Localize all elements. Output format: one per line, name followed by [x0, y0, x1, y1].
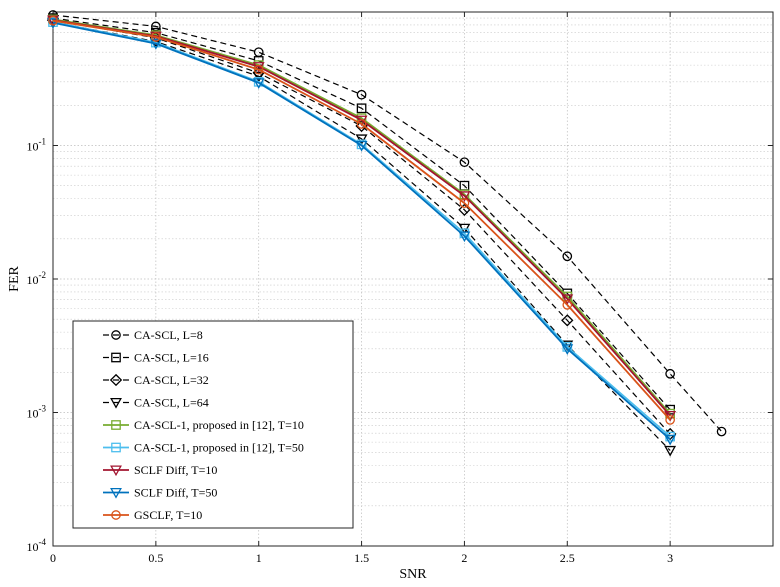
diamond-marker: [561, 314, 574, 327]
legend-entry: SCLF Diff, T=10: [103, 463, 217, 477]
square-marker: [111, 442, 121, 453]
y-tick-label-base: 10: [27, 140, 39, 154]
y-tick-label-exponent: -3: [39, 404, 47, 414]
circle-marker: [716, 426, 727, 437]
triangle-down-marker: [47, 18, 59, 29]
series-line: [52, 14, 723, 432]
circle-marker: [356, 89, 367, 100]
diamond-marker: [109, 373, 123, 387]
y-tick-label: 10-3: [27, 404, 47, 421]
series-layer: [46, 10, 727, 457]
x-tick-label: 1: [256, 551, 262, 565]
legend-label: CA-SCL-1, proposed in [12], T=10: [134, 418, 304, 432]
circle-marker: [111, 330, 121, 340]
series-line: [52, 21, 671, 438]
circle-marker: [459, 198, 470, 208]
legend: CA-SCL, L=8 CA-SCL, L=16 CA-SCL, L=32 CA-SC…: [72, 320, 354, 529]
circle-marker: [48, 15, 58, 26]
square-marker: [111, 352, 121, 363]
legend-label: CA-SCL, L=16: [134, 351, 209, 365]
y-tick-label-exponent: -1: [39, 137, 47, 147]
diamond-marker: [355, 119, 368, 133]
series-line: [52, 21, 671, 440]
series-9: [48, 15, 675, 425]
x-tick-labels: 0 0.5 1 1.5 2 2.5 3: [50, 551, 673, 565]
y-tick-label-base: 10: [27, 407, 39, 421]
triangle-down-marker: [252, 78, 265, 89]
triangle-down-marker: [252, 62, 265, 73]
circle-marker: [665, 415, 675, 425]
x-tick-label: 3: [667, 551, 673, 565]
series-line: [52, 19, 671, 421]
y-tick-label: 10-1: [27, 137, 47, 154]
square-marker: [356, 139, 367, 150]
y-tick-label: 10-2: [27, 270, 47, 287]
legend-entry: GSCLF, T=10: [103, 508, 202, 522]
legend-entry: SCLF Diff, T=50: [103, 486, 217, 500]
square-marker: [111, 420, 121, 430]
circle-marker: [356, 119, 367, 129]
series-8: [47, 18, 677, 446]
circle-marker: [665, 368, 675, 379]
legend-label: SCLF Diff, T=10: [134, 463, 217, 477]
triangle-down-marker: [355, 140, 368, 152]
legend-label: CA-SCL, L=8: [134, 328, 203, 342]
triangle-down-marker: [664, 434, 677, 446]
square-marker: [356, 103, 367, 114]
legend-label: CA-SCL, L=64: [134, 396, 209, 410]
legend-entry: CA-SCL-1, proposed in [12], T=50: [103, 441, 304, 455]
y-tick-labels: 10-410-310-210-1: [27, 137, 47, 555]
legend-entry: CA-SCL, L=8: [103, 328, 203, 342]
x-tick-label: 0: [50, 551, 56, 565]
triangle-down-marker: [561, 294, 574, 306]
circle-marker: [111, 510, 121, 520]
triangle-down-marker: [110, 487, 122, 499]
triangle-down-marker: [458, 231, 471, 243]
triangle-down-marker: [664, 445, 677, 457]
legend-label: GSCLF, T=10: [134, 508, 202, 522]
y-tick-label-exponent: -2: [39, 270, 47, 280]
circle-marker: [562, 251, 573, 262]
circle-marker: [253, 64, 264, 75]
legend-entry: CA-SCL-1, proposed in [12], T=10: [103, 418, 304, 432]
x-tick-label: 2.5: [560, 551, 575, 565]
triangle-down-marker: [561, 344, 574, 355]
y-tick-label-base: 10: [27, 540, 39, 554]
circle-marker: [459, 157, 470, 168]
legend-label: CA-SCL, L=32: [134, 373, 209, 387]
legend-entry: CA-SCL, L=32: [103, 373, 209, 387]
x-tick-label: 1.5: [354, 551, 369, 565]
triangle-down-marker: [149, 39, 162, 50]
triangle-down-marker: [110, 465, 122, 477]
y-axis-title: FER: [7, 266, 22, 292]
x-tick-label: 2: [461, 551, 467, 565]
circle-marker: [151, 32, 161, 42]
diamond-marker: [458, 203, 471, 216]
legend-label: SCLF Diff, T=50: [134, 486, 217, 500]
legend-entry: CA-SCL, L=64: [103, 396, 209, 410]
triangle-down-marker: [458, 191, 471, 202]
x-tick-label: 0.5: [148, 551, 163, 565]
y-tick-label-base: 10: [27, 273, 39, 287]
circle-marker: [562, 300, 573, 310]
legend-label: CA-SCL-1, proposed in [12], T=50: [134, 441, 304, 455]
legend-entry: CA-SCL, L=16: [103, 351, 209, 365]
triangle-down-marker: [110, 397, 122, 409]
y-tick-label-exponent: -4: [39, 537, 47, 547]
triangle-down-marker: [355, 134, 368, 146]
y-tick-label: 10-4: [27, 537, 47, 554]
x-axis-title: SNR: [399, 567, 427, 582]
